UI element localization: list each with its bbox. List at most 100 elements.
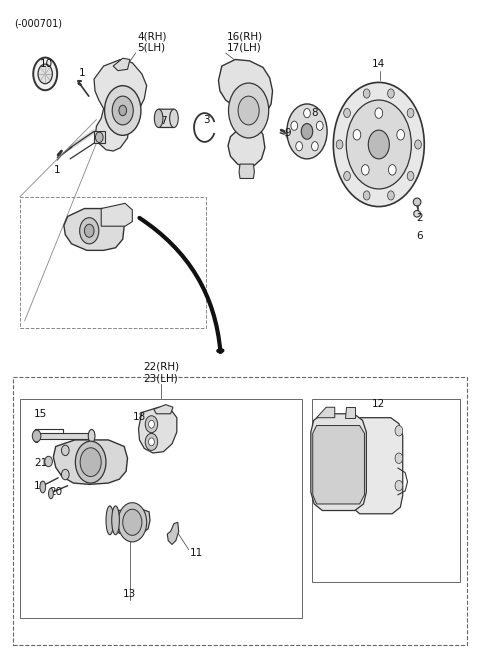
Circle shape — [344, 109, 350, 117]
Polygon shape — [36, 434, 92, 439]
Ellipse shape — [112, 506, 120, 534]
Text: 2: 2 — [416, 213, 423, 223]
Circle shape — [61, 470, 69, 480]
Circle shape — [346, 100, 411, 189]
Ellipse shape — [413, 198, 421, 206]
Polygon shape — [114, 509, 150, 533]
Polygon shape — [113, 58, 130, 71]
Text: 19: 19 — [34, 481, 47, 491]
Text: 4(RH)
5(LH): 4(RH) 5(LH) — [137, 31, 167, 53]
Polygon shape — [139, 407, 177, 453]
Circle shape — [145, 416, 157, 433]
Text: 8: 8 — [311, 108, 317, 119]
Polygon shape — [218, 60, 273, 168]
Circle shape — [228, 83, 269, 138]
Polygon shape — [317, 407, 335, 418]
Text: 12: 12 — [372, 399, 385, 409]
Polygon shape — [311, 414, 366, 510]
Text: 18: 18 — [133, 412, 146, 422]
Polygon shape — [64, 208, 124, 250]
Circle shape — [80, 448, 101, 477]
Circle shape — [75, 441, 106, 483]
Text: 13: 13 — [123, 589, 136, 599]
Circle shape — [84, 224, 94, 237]
Polygon shape — [239, 164, 254, 178]
Circle shape — [316, 121, 323, 130]
Text: 9: 9 — [285, 128, 291, 138]
Circle shape — [145, 434, 157, 451]
Circle shape — [397, 130, 405, 140]
Polygon shape — [94, 60, 147, 151]
Text: 1: 1 — [54, 166, 60, 176]
Text: 22(RH)
23(LH): 22(RH) 23(LH) — [143, 362, 179, 383]
Circle shape — [336, 140, 343, 149]
Circle shape — [112, 96, 133, 125]
Circle shape — [32, 430, 41, 442]
Ellipse shape — [88, 430, 95, 443]
Ellipse shape — [169, 109, 178, 128]
Text: 21: 21 — [34, 458, 47, 468]
Circle shape — [407, 172, 414, 181]
Ellipse shape — [414, 210, 420, 217]
Circle shape — [149, 421, 155, 428]
Circle shape — [387, 89, 394, 98]
Circle shape — [407, 109, 414, 117]
Polygon shape — [345, 407, 355, 418]
Text: 10: 10 — [39, 60, 53, 69]
Circle shape — [291, 121, 298, 130]
Text: 7: 7 — [160, 116, 167, 126]
Text: 16(RH)
17(LH): 16(RH) 17(LH) — [227, 31, 263, 53]
Ellipse shape — [48, 488, 53, 498]
Circle shape — [80, 217, 99, 244]
Circle shape — [344, 172, 350, 181]
Circle shape — [33, 58, 57, 90]
Ellipse shape — [155, 109, 163, 128]
Text: 3: 3 — [203, 115, 210, 125]
Circle shape — [363, 191, 370, 200]
Circle shape — [287, 104, 327, 159]
Circle shape — [123, 509, 142, 535]
Circle shape — [363, 89, 370, 98]
Ellipse shape — [33, 430, 40, 443]
Circle shape — [333, 83, 424, 206]
Ellipse shape — [106, 506, 114, 534]
Polygon shape — [154, 405, 173, 414]
Circle shape — [61, 445, 69, 456]
Polygon shape — [101, 203, 132, 226]
Circle shape — [395, 481, 403, 491]
Circle shape — [45, 457, 52, 467]
Ellipse shape — [40, 481, 46, 493]
Polygon shape — [313, 426, 364, 504]
Circle shape — [388, 164, 396, 175]
Circle shape — [301, 124, 313, 140]
Circle shape — [296, 141, 302, 151]
Circle shape — [368, 130, 389, 159]
Circle shape — [361, 164, 369, 175]
Polygon shape — [94, 132, 105, 143]
Circle shape — [375, 108, 383, 119]
Text: 11: 11 — [190, 548, 203, 558]
Circle shape — [238, 96, 259, 125]
Text: (-000701): (-000701) — [14, 19, 62, 29]
Circle shape — [353, 130, 361, 140]
Circle shape — [149, 438, 155, 446]
Polygon shape — [158, 109, 175, 128]
Circle shape — [387, 191, 394, 200]
Polygon shape — [349, 418, 403, 514]
Circle shape — [395, 453, 403, 464]
Text: 20: 20 — [49, 487, 62, 497]
Polygon shape — [53, 440, 128, 484]
Circle shape — [38, 64, 52, 84]
Circle shape — [395, 426, 403, 436]
Circle shape — [96, 132, 103, 143]
Polygon shape — [167, 522, 179, 544]
Circle shape — [119, 105, 127, 116]
Text: 14: 14 — [372, 60, 385, 69]
Text: 6: 6 — [416, 231, 423, 241]
Circle shape — [304, 109, 311, 118]
Circle shape — [312, 141, 318, 151]
Circle shape — [415, 140, 421, 149]
Circle shape — [118, 502, 147, 542]
Text: 15: 15 — [33, 409, 47, 419]
Text: 1: 1 — [79, 68, 85, 78]
